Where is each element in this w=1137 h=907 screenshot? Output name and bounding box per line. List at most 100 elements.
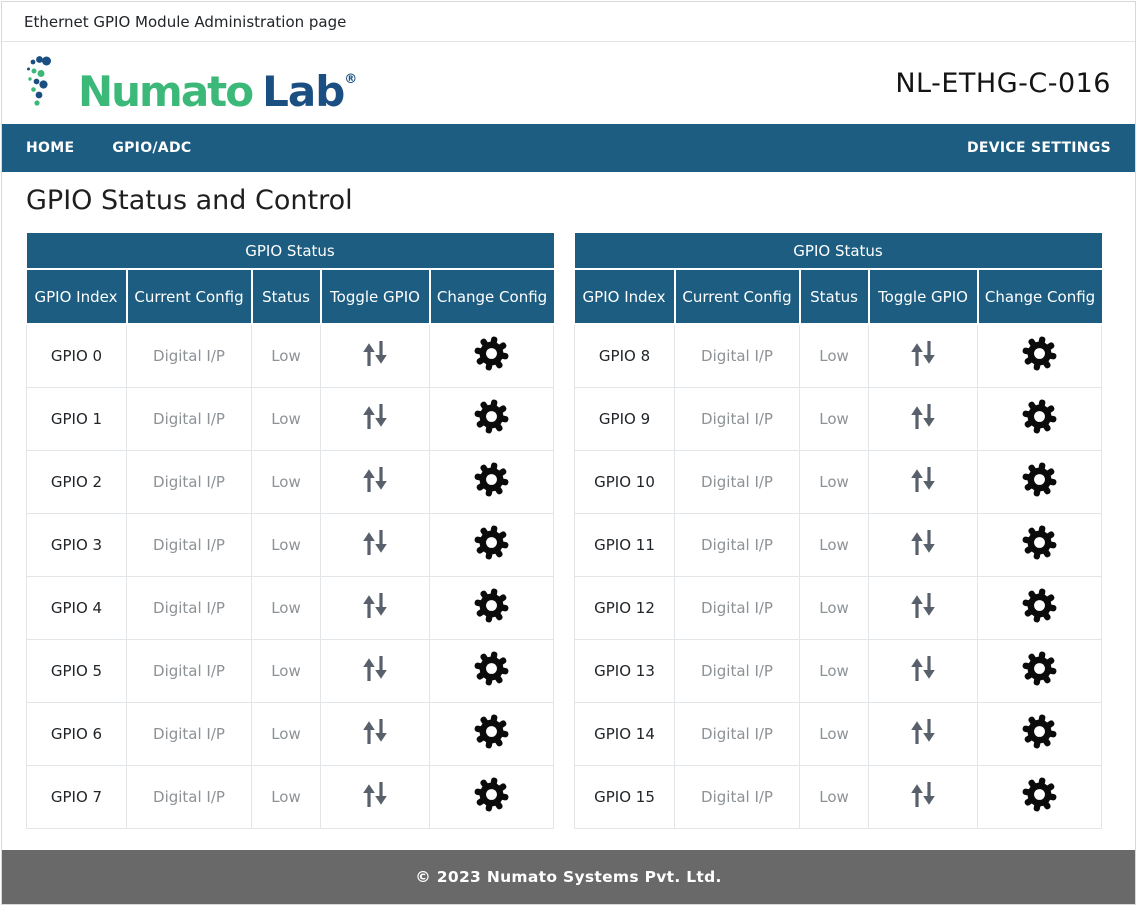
gpio-index-cell: GPIO 10 (574, 449, 676, 514)
page-heading: GPIO Status and Control (26, 185, 353, 216)
toggle-gpio-cell (320, 512, 430, 577)
change-config-cell (428, 449, 555, 514)
logo-text-numato: Numato (78, 67, 254, 116)
table-row: GPIO 9 Digital I/P Low (574, 386, 1103, 451)
up-down-arrows-icon (911, 467, 935, 492)
current-config-cell: Digital I/P (674, 386, 801, 451)
toggle-gpio-button[interactable] (358, 718, 392, 745)
toggle-gpio-cell (320, 449, 430, 514)
nav-home[interactable]: HOME (26, 140, 75, 156)
change-config-button[interactable] (1022, 399, 1057, 434)
toggle-gpio-cell (868, 638, 979, 703)
change-config-button[interactable] (1022, 462, 1057, 497)
change-config-button[interactable] (474, 399, 509, 434)
gear-icon (1022, 399, 1057, 434)
toggle-gpio-button[interactable] (906, 403, 940, 430)
toggle-gpio-button[interactable] (358, 781, 392, 808)
gear-icon (474, 336, 509, 371)
toggle-gpio-button[interactable] (358, 655, 392, 682)
toggle-gpio-cell (868, 386, 979, 451)
numato-lab-logo[interactable]: Numato Lab ® (26, 53, 357, 113)
status-cell: Low (799, 449, 870, 514)
table-row: GPIO 3 Digital I/P Low (26, 512, 555, 577)
change-config-cell (428, 512, 555, 577)
change-config-button[interactable] (1022, 525, 1057, 560)
gpio-index-cell: GPIO 8 (574, 323, 676, 388)
change-config-button[interactable] (474, 777, 509, 812)
toggle-gpio-button[interactable] (906, 655, 940, 682)
change-config-button[interactable] (1022, 336, 1057, 371)
change-config-cell (428, 323, 555, 388)
current-config-cell: Digital I/P (674, 575, 801, 640)
table-row: GPIO 12 Digital I/P Low (574, 575, 1103, 640)
current-config-cell: Digital I/P (674, 638, 801, 703)
current-config-cell: Digital I/P (674, 323, 801, 388)
gear-icon (474, 714, 509, 749)
gpio-index-cell: GPIO 0 (26, 323, 127, 388)
toggle-gpio-cell (320, 638, 430, 703)
table-row: GPIO 5 Digital I/P Low (26, 638, 555, 703)
gear-icon (1022, 525, 1057, 560)
gear-icon (1022, 777, 1057, 812)
table-row: GPIO 8 Digital I/P Low (574, 323, 1103, 388)
change-config-button[interactable] (474, 714, 509, 749)
status-cell: Low (251, 701, 321, 766)
up-down-arrows-icon (911, 530, 935, 555)
gpio-index-cell: GPIO 3 (26, 512, 127, 577)
gpio-index-cell: GPIO 15 (574, 764, 676, 829)
toggle-gpio-button[interactable] (906, 781, 940, 808)
change-config-button[interactable] (474, 462, 509, 497)
logo-dots-icon (27, 56, 51, 106)
up-down-arrows-icon (363, 656, 387, 681)
gpio-tables-area: GPIO Status GPIO Index Current Config Statu… (26, 233, 1111, 829)
gear-icon (474, 462, 509, 497)
status-cell: Low (251, 575, 321, 640)
toggle-gpio-button[interactable] (906, 340, 940, 367)
nav-gpio-adc[interactable]: GPIO/ADC (112, 140, 192, 156)
change-config-button[interactable] (474, 336, 509, 371)
status-cell: Low (799, 575, 870, 640)
gpio-status-table-left: GPIO Status GPIO Index Current Config Statu… (26, 233, 555, 829)
gear-icon (1022, 336, 1057, 371)
change-config-button[interactable] (474, 588, 509, 623)
toggle-gpio-cell (320, 386, 430, 451)
change-config-button[interactable] (1022, 714, 1057, 749)
toggle-gpio-button[interactable] (358, 466, 392, 493)
column-header-gpio-index: GPIO Index (574, 268, 676, 325)
toggle-gpio-button[interactable] (358, 403, 392, 430)
toggle-gpio-button[interactable] (358, 529, 392, 556)
change-config-button[interactable] (1022, 588, 1057, 623)
change-config-button[interactable] (1022, 777, 1057, 812)
table-row: GPIO 15 Digital I/P Low (574, 764, 1103, 829)
status-cell: Low (251, 323, 321, 388)
toggle-gpio-cell (320, 323, 430, 388)
change-config-cell (977, 638, 1103, 703)
toggle-gpio-cell (868, 575, 979, 640)
toggle-gpio-button[interactable] (358, 340, 392, 367)
table-row: GPIO 6 Digital I/P Low (26, 701, 555, 766)
table-row: GPIO 0 Digital I/P Low (26, 323, 555, 388)
nav-device-settings[interactable]: DEVICE SETTINGS (966, 140, 1111, 156)
change-config-button[interactable] (1022, 651, 1057, 686)
change-config-cell (428, 386, 555, 451)
status-cell: Low (251, 386, 321, 451)
toggle-gpio-button[interactable] (906, 592, 940, 619)
registered-trademark-symbol: ® (344, 72, 358, 87)
column-header-status: Status (798, 268, 870, 325)
toggle-gpio-button[interactable] (906, 718, 940, 745)
toggle-gpio-cell (868, 449, 979, 514)
toggle-gpio-button[interactable] (906, 529, 940, 556)
footer: © 2023 Numato Systems Pvt. Ltd. (2, 849, 1135, 904)
toggle-gpio-button[interactable] (358, 592, 392, 619)
up-down-arrows-icon (911, 656, 935, 681)
toggle-gpio-button[interactable] (906, 466, 940, 493)
table-row: GPIO 4 Digital I/P Low (26, 575, 555, 640)
change-config-button[interactable] (474, 651, 509, 686)
up-down-arrows-icon (911, 404, 935, 429)
logo-text: Numato Lab ® (78, 71, 357, 113)
column-header-gpio-index: GPIO Index (26, 268, 128, 325)
change-config-button[interactable] (474, 525, 509, 560)
gpio-index-cell: GPIO 1 (26, 386, 127, 451)
change-config-cell (428, 638, 555, 703)
